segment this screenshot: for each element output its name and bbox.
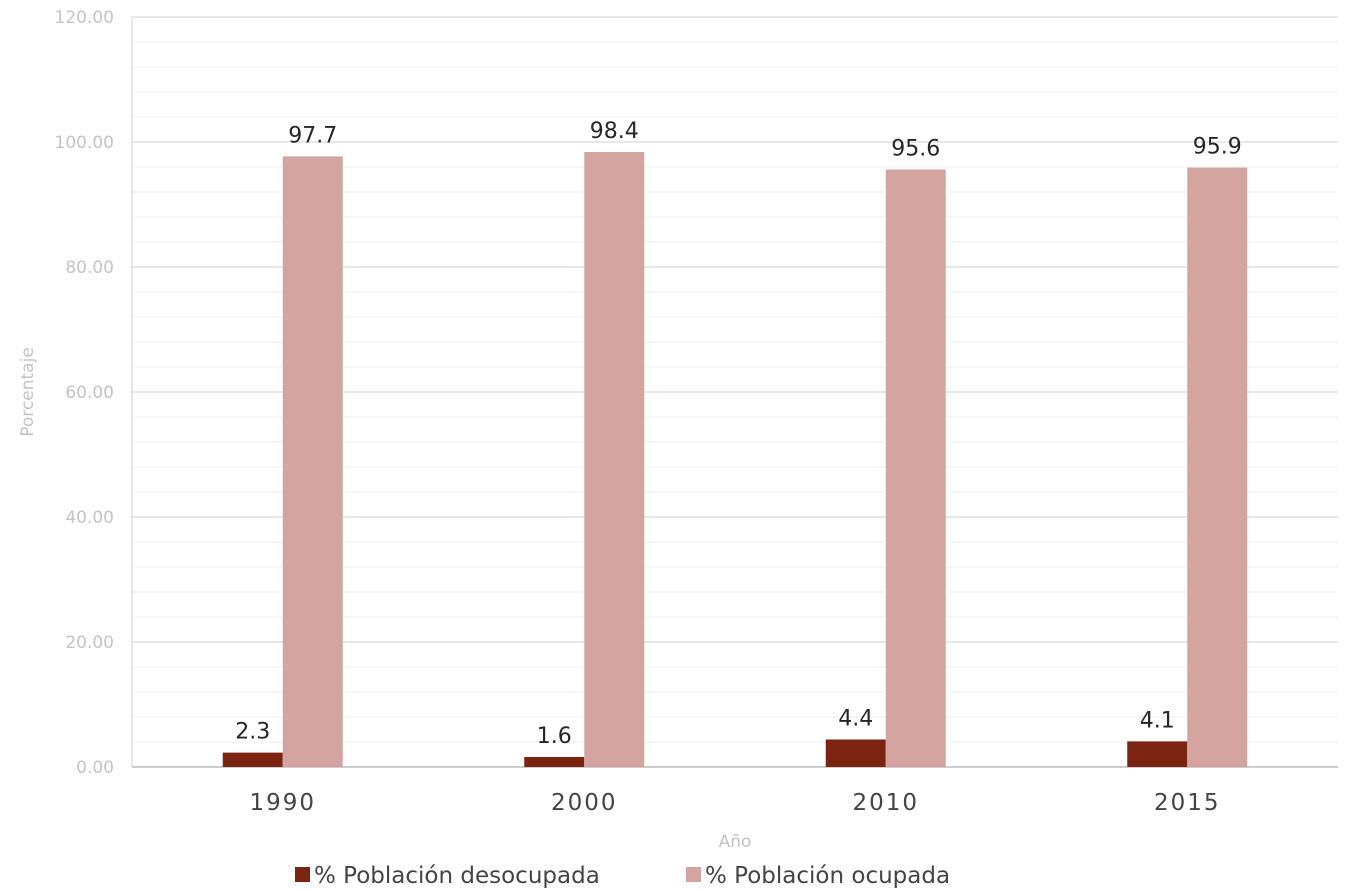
data-label: 1.6 xyxy=(537,724,572,749)
bar xyxy=(222,752,283,767)
data-label: 97.7 xyxy=(288,123,337,148)
bar xyxy=(584,152,645,767)
x-tick-label: 1990 xyxy=(249,790,316,816)
data-label: 4.4 xyxy=(838,707,873,732)
y-tick-label: 60.00 xyxy=(65,383,114,403)
x-tick-label: 2015 xyxy=(1154,790,1221,816)
legend-label: % Población desocupada xyxy=(314,863,600,889)
data-label: 98.4 xyxy=(590,119,639,144)
legend-swatch xyxy=(295,867,310,882)
x-tick-label: 2010 xyxy=(852,790,919,816)
bar xyxy=(1187,167,1248,767)
bar xyxy=(1127,741,1188,767)
y-axis-title: Porcentaje xyxy=(18,347,38,437)
y-tick-label: 100.00 xyxy=(55,133,114,153)
data-label: 2.3 xyxy=(235,720,270,745)
bar xyxy=(524,757,585,767)
bar xyxy=(282,156,343,767)
x-axis-ticks: 1990 2000 2010 2015 xyxy=(249,790,1221,816)
x-axis-title: Año xyxy=(719,832,752,852)
y-axis-ticks: 0.00 20.00 40.00 60.00 80.00 100.00 120.00 xyxy=(55,8,114,778)
y-tick-label: 40.00 xyxy=(65,508,114,528)
data-labels: 2.3 97.7 1.6 98.4 4.4 95.6 4.1 95.9 xyxy=(235,119,1241,749)
y-tick-label: 120.00 xyxy=(55,8,114,28)
data-label: 95.9 xyxy=(1193,135,1242,160)
y-tick-label: 20.00 xyxy=(65,633,114,653)
x-tick-label: 2000 xyxy=(551,790,618,816)
legend-swatch xyxy=(686,867,701,882)
bar xyxy=(885,169,946,767)
y-tick-label: 0.00 xyxy=(76,758,114,778)
y-tick-label: 80.00 xyxy=(65,258,114,278)
bars xyxy=(222,152,1248,767)
legend: % Población desocupada % Población ocupad… xyxy=(295,863,950,889)
data-label: 4.1 xyxy=(1140,708,1175,733)
bar xyxy=(825,739,886,767)
legend-label: % Población ocupada xyxy=(705,863,950,889)
data-label: 95.6 xyxy=(891,137,940,162)
